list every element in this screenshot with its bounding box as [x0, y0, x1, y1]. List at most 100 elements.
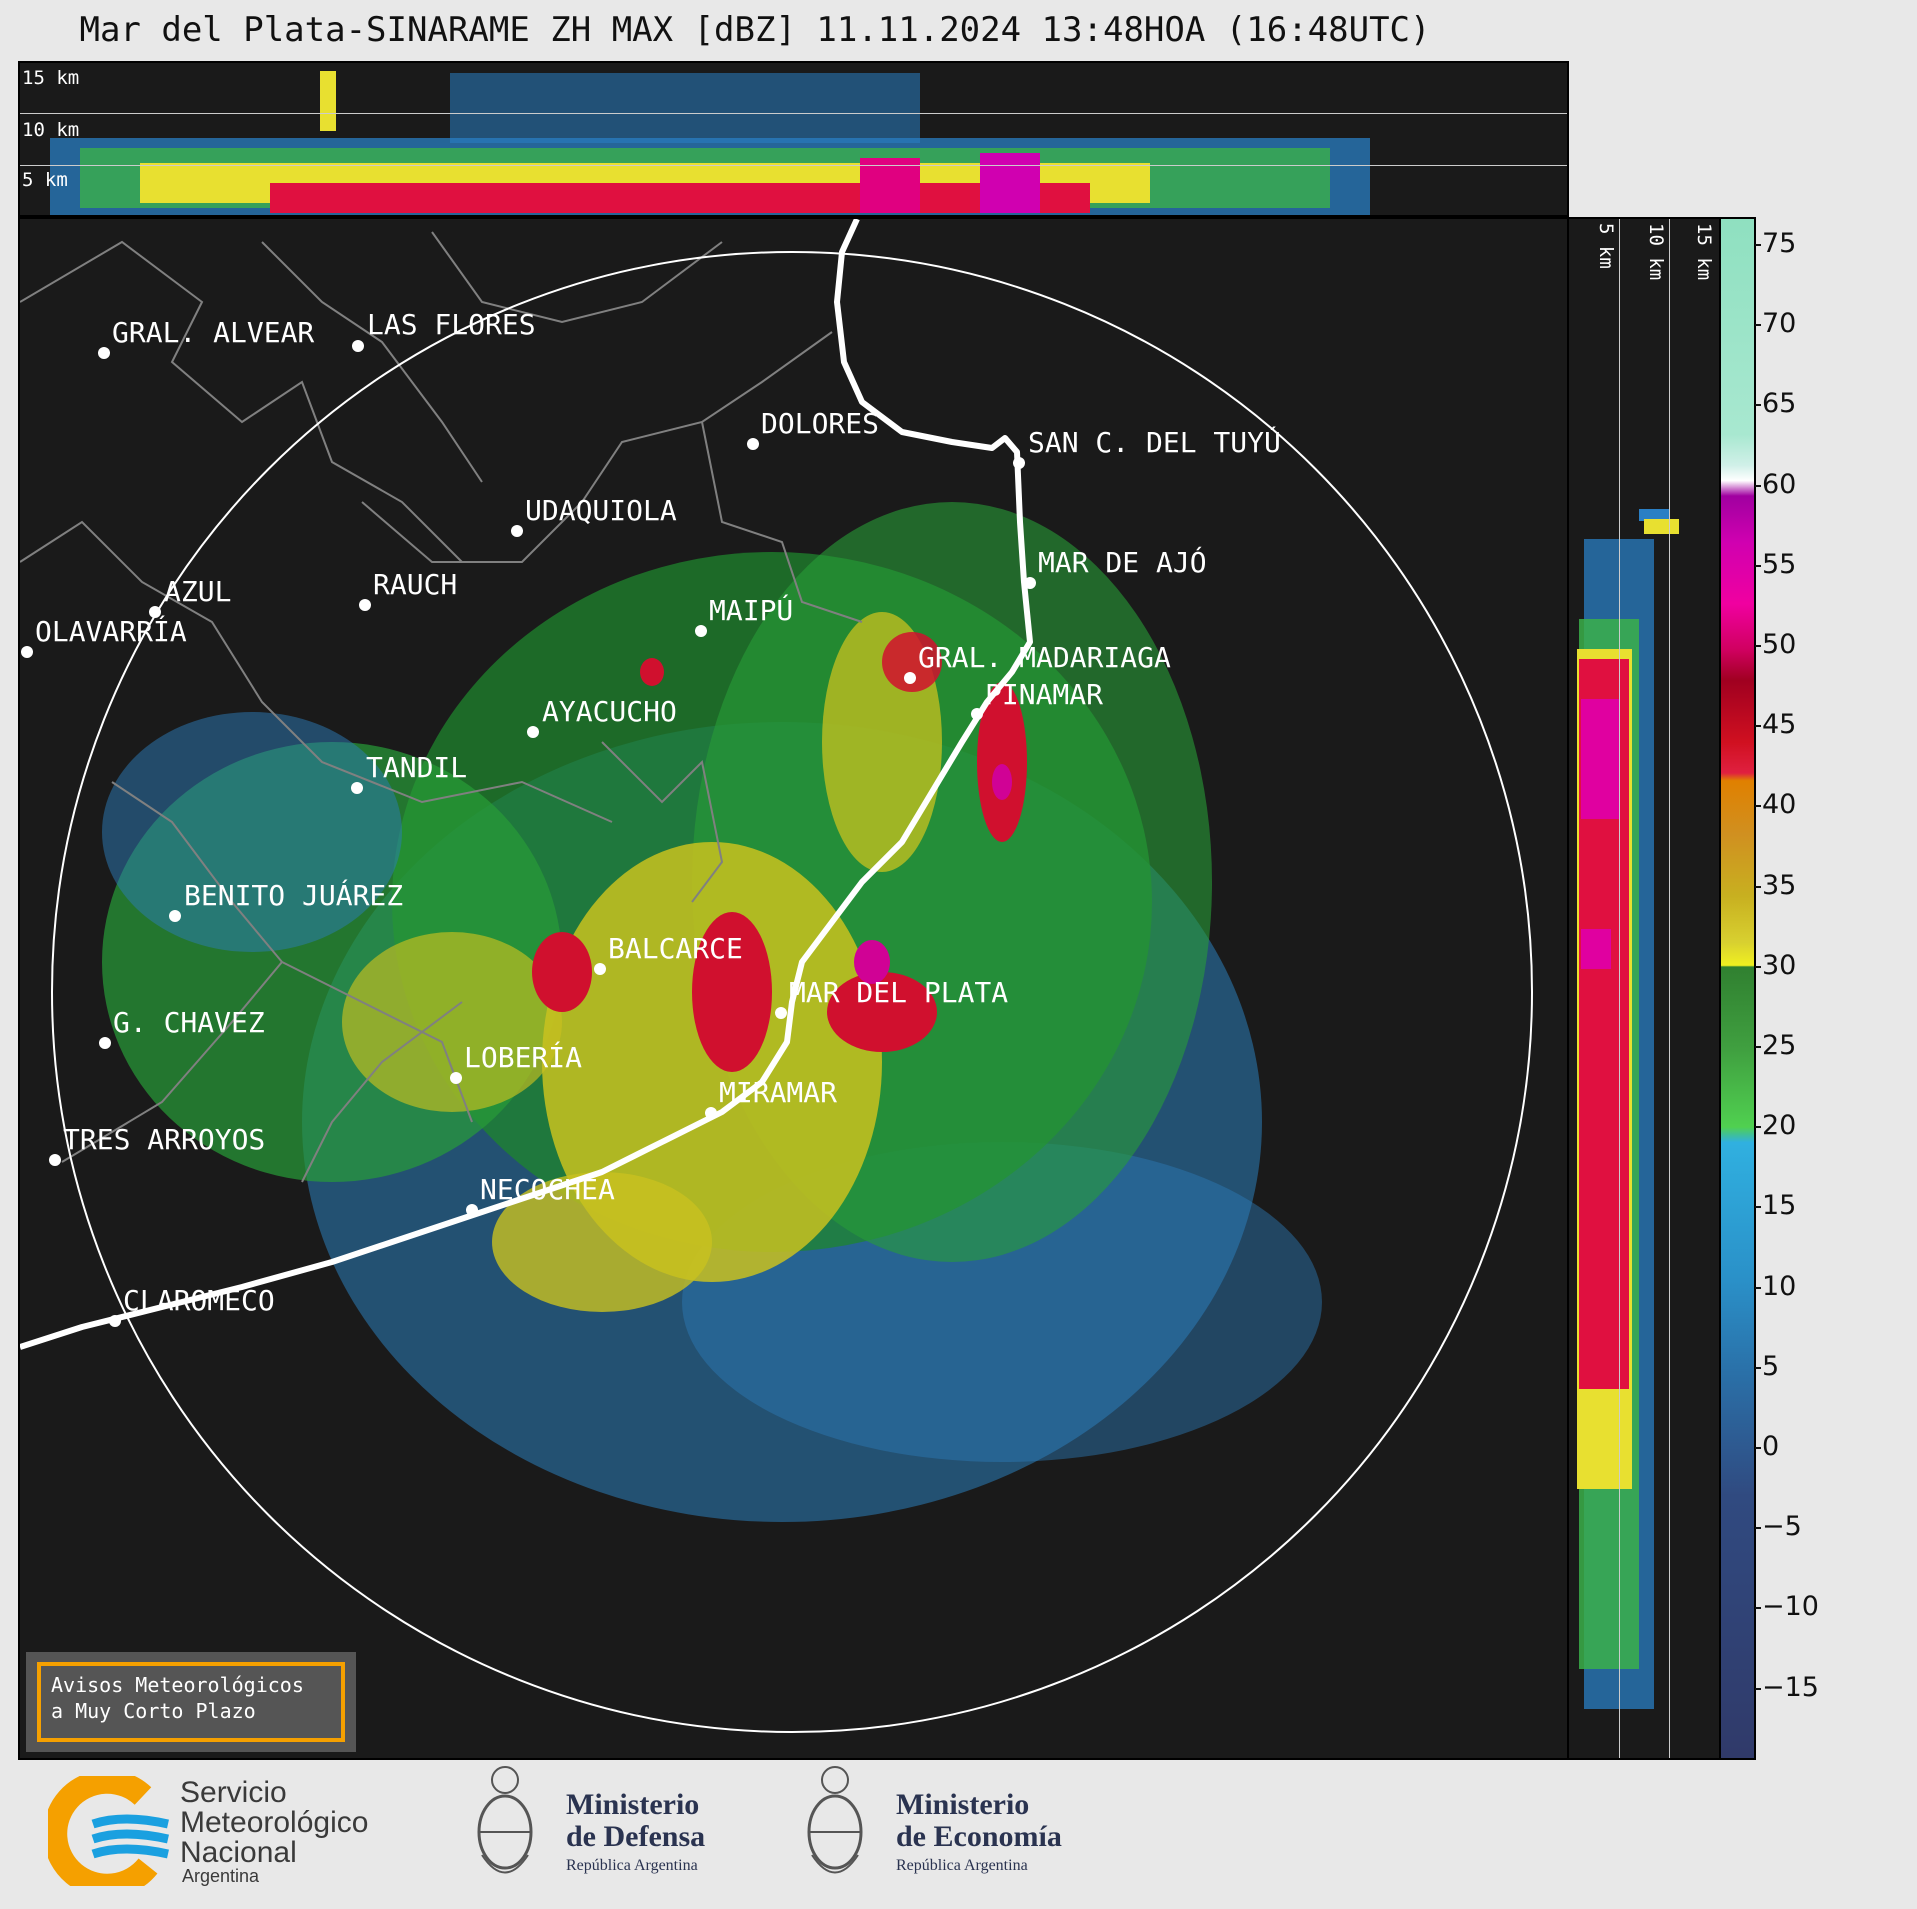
colorbar-tick-label: 5: [1762, 1350, 1780, 1382]
colorbar-tick-mark: [1755, 805, 1761, 808]
city-dot-loberia: [450, 1072, 462, 1084]
city-dot-dolores: [747, 438, 759, 450]
city-label-ayacucho: AYACUCHO: [542, 695, 677, 728]
colorbar-tick-label: 10: [1762, 1270, 1797, 1302]
city-label-miramar: MIRAMAR: [719, 1076, 837, 1109]
colorbar-tick-label: 20: [1762, 1110, 1797, 1142]
city-label-tres-arroyos: TRES ARROYOS: [63, 1123, 265, 1156]
colorbar-tick-mark: [1755, 965, 1761, 968]
city-dot-san-c-del-tuyu: [1013, 457, 1025, 469]
city-label-balcarce: BALCARCE: [608, 932, 743, 965]
colorbar-tick-label: 45: [1762, 709, 1797, 741]
city-label-san-c-del-tuyu: SAN C. DEL TUYÚ: [1028, 425, 1281, 459]
city-dot-mar-del-plata: [775, 1007, 787, 1019]
city-dot-tandil: [351, 782, 363, 794]
colorbar-tick-label: −10: [1762, 1591, 1819, 1623]
city-dot-mar-de-ajo: [1024, 577, 1036, 589]
city-label-olavarria: OLAVARRÍA: [35, 614, 187, 648]
defensa-line1: Ministerio: [566, 1788, 700, 1821]
city-label-udaquiola: UDAQUIOLA: [525, 494, 677, 527]
colorbar-tick-label: 55: [1762, 548, 1797, 580]
colorbar-tick-label: 35: [1762, 869, 1797, 901]
colorbar-tick-label: 40: [1762, 789, 1797, 821]
side-cross-section: 5 km 10 km 15 km: [1567, 217, 1721, 1760]
colorbar-tick-label: 75: [1762, 228, 1797, 259]
radar-echoes: [102, 502, 1322, 1522]
city-dot-azul: [149, 606, 161, 618]
top-cross-section-echoes: [50, 71, 1370, 215]
city-dot-pinamar: [971, 708, 983, 720]
colorbar-tick-mark: [1755, 1126, 1761, 1129]
city-labels: GRAL. ALVEAR LAS FLORES DOLORES SAN C. D…: [35, 308, 1281, 1317]
city-label-azul: AZUL: [164, 575, 231, 608]
city-markers: [21, 340, 1036, 1327]
city-dot-necochea: [466, 1204, 478, 1216]
colorbar-tick-label: 25: [1762, 1030, 1797, 1061]
colorbar-tick-label: 0: [1762, 1431, 1780, 1462]
city-dot-miramar: [705, 1107, 717, 1119]
avisos-box[interactable]: Avisos Meteorológicos a Muy Corto Plazo: [26, 1652, 356, 1752]
smn-line1: Servicio: [180, 1776, 287, 1809]
city-dot-tres-arroyos: [49, 1154, 61, 1166]
city-dot-udaquiola: [511, 525, 523, 537]
colorbar-tick-mark: [1755, 1687, 1761, 1690]
colorbar-tick-mark: [1755, 404, 1761, 407]
chart-title: Mar del Plata-SINARAME ZH MAX [dBZ] 11.1…: [79, 10, 1431, 50]
city-dot-las-flores: [352, 340, 364, 352]
city-label-gral-alvear: GRAL. ALVEAR: [112, 316, 314, 349]
colorbar-tick-label: 15: [1762, 1190, 1797, 1222]
city-dot-olavarria: [21, 646, 33, 658]
city-label-mar-del-plata: MAR DEL PLATA: [789, 976, 1008, 1009]
city-label-dolores: DOLORES: [761, 407, 879, 440]
city-dot-maipu: [695, 625, 707, 637]
city-label-necochea: NECOCHEA: [480, 1173, 615, 1206]
defensa-line2: de Defensa: [566, 1820, 706, 1853]
colorbar-tick-mark: [1755, 1286, 1761, 1289]
city-label-gral-madariaga: GRAL. MADARIAGA: [918, 641, 1171, 674]
city-label-maipu: MAIPÚ: [709, 593, 793, 627]
city-dot-gral-alvear: [98, 347, 110, 359]
side-label-10km: 10 km: [1645, 223, 1667, 281]
avisos-line1: Avisos Meteorológicos: [51, 1673, 304, 1697]
defensa-logo: Ministerio de Defensa República Argentin…: [470, 1760, 770, 1900]
colorbar-tick-mark: [1755, 564, 1761, 567]
city-dot-balcarce: [594, 963, 606, 975]
radar-map: GRAL. ALVEAR LAS FLORES DOLORES SAN C. D…: [18, 217, 1569, 1760]
city-dot-gral-madariaga: [904, 672, 916, 684]
colorbar-tick-label: 60: [1762, 468, 1797, 500]
side-label-15km: 15 km: [1693, 223, 1715, 281]
colorbar-tick-mark: [1755, 1607, 1761, 1610]
city-label-rauch: RAUCH: [373, 568, 457, 601]
smn-line4: Argentina: [182, 1866, 260, 1886]
city-dot-claromeco: [109, 1315, 121, 1327]
city-label-pinamar: PINAMAR: [985, 678, 1103, 711]
defensa-coat-of-arms-icon: [477, 1766, 533, 1874]
top-label-5km: 5 km: [22, 169, 68, 191]
colorbar-tick-label: 50: [1762, 629, 1797, 660]
colorbar-tick-label: 30: [1762, 949, 1797, 981]
colorbar-tick-mark: [1755, 885, 1761, 888]
colorbar-tick-mark: [1755, 725, 1761, 728]
economia-coat-of-arms-icon: [807, 1766, 863, 1874]
colorbar-tick-mark: [1755, 645, 1761, 647]
smn-logo-icon: [48, 1776, 169, 1886]
city-dot-benito-juarez: [169, 910, 181, 922]
smn-logo: Servicio Meteorológico Nacional Argentin…: [48, 1776, 418, 1886]
economia-line2: de Economía: [896, 1820, 1062, 1853]
side-cross-section-echoes: [1577, 509, 1679, 1709]
colorbar-tick-mark: [1755, 1046, 1761, 1048]
colorbar-tick-mark: [1755, 1447, 1761, 1449]
city-label-loberia: LOBERÍA: [464, 1040, 582, 1074]
side-label-5km: 5 km: [1595, 223, 1617, 269]
colorbar-tick-mark: [1755, 1206, 1761, 1209]
avisos-line2: a Muy Corto Plazo: [51, 1699, 256, 1723]
top-label-10km: 10 km: [22, 119, 80, 141]
colorbar-tick-mark: [1755, 324, 1761, 327]
city-label-g-chavez: G. CHAVEZ: [113, 1006, 265, 1039]
city-label-benito-juarez: BENITO JUÁREZ: [184, 878, 403, 912]
coastline: [20, 219, 1033, 1350]
colorbar-tick-label: −5: [1762, 1511, 1802, 1543]
smn-line3: Nacional: [180, 1836, 297, 1869]
colorbar-tick-label: 70: [1762, 308, 1797, 340]
colorbar-tick-label: −15: [1762, 1671, 1819, 1703]
